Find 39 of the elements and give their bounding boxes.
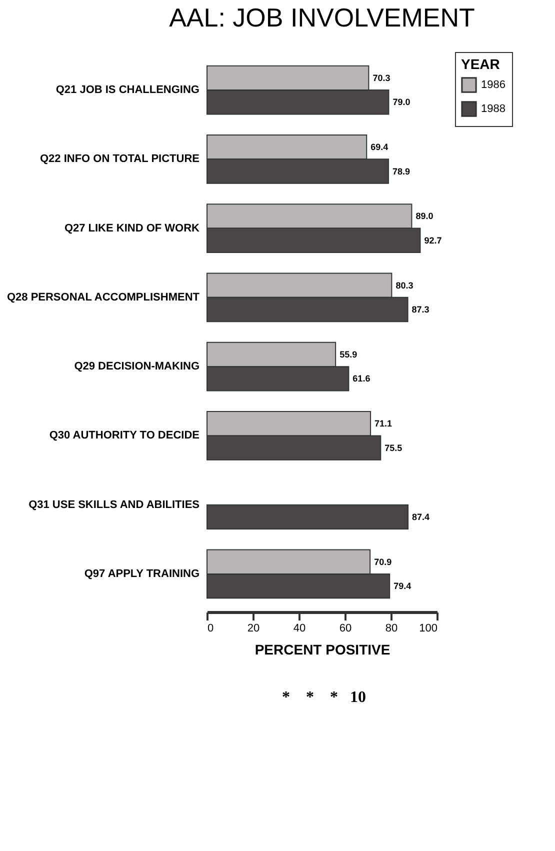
data-label: 78.9 xyxy=(392,166,410,176)
data-label: 80.3 xyxy=(396,280,414,290)
text: * xyxy=(330,689,338,706)
legend-label: 1988 xyxy=(481,103,506,115)
data-label: 79.0 xyxy=(392,97,410,108)
data-label: 75.5 xyxy=(384,442,402,453)
x-tick-label: 20 xyxy=(247,622,260,634)
x-axis-title: PERCENT POSITIVE xyxy=(254,642,390,658)
x-tick-label: 80 xyxy=(385,622,398,634)
data-label: 70.3 xyxy=(372,72,390,83)
y-tick-label: Q29 DECISION-MAKING xyxy=(74,360,200,373)
data-label: 79.4 xyxy=(394,581,412,592)
x-tick-label: 0 xyxy=(208,622,214,634)
data-label: 61.6 xyxy=(352,374,370,384)
legend-label: 1986 xyxy=(481,79,506,91)
y-tick-label: Q97 APPLY TRAINING xyxy=(84,568,200,580)
chart-title: AAL: JOB INVOLVEMENT xyxy=(169,2,476,32)
y-tick-label: Q21 JOB IS CHALLENGING xyxy=(56,84,200,96)
y-tick-label: Q22 INFO ON TOTAL PICTURE xyxy=(40,153,200,166)
data-label: 87.4 xyxy=(412,512,430,522)
data-label: 71.1 xyxy=(374,418,392,429)
text: 10 xyxy=(350,689,366,706)
data-label: 70.9 xyxy=(374,556,392,567)
y-tick-label: Q31 USE SKILLS AND ABILITIES xyxy=(28,498,200,511)
x-tick-label: 60 xyxy=(339,622,352,634)
y-tick-label: Q30 AUTHORITY TO DECIDE xyxy=(49,430,200,442)
data-label: 87.3 xyxy=(412,304,430,315)
text: * xyxy=(306,689,314,706)
legend-title: YEAR xyxy=(461,56,500,72)
x-tick-label: 100 xyxy=(419,622,438,634)
x-tick-label: 40 xyxy=(293,622,306,634)
data-label: 92.7 xyxy=(424,235,442,246)
text: * xyxy=(282,689,290,706)
y-tick-label: Q27 LIKE KIND OF WORK xyxy=(64,222,200,234)
bar xyxy=(206,504,409,530)
data-label: 69.4 xyxy=(370,142,388,152)
data-label: 89.0 xyxy=(416,211,434,222)
y-tick-label: Q28 PERSONAL ACCOMPLISHMENT xyxy=(6,291,200,304)
data-label: 55.9 xyxy=(340,349,358,360)
